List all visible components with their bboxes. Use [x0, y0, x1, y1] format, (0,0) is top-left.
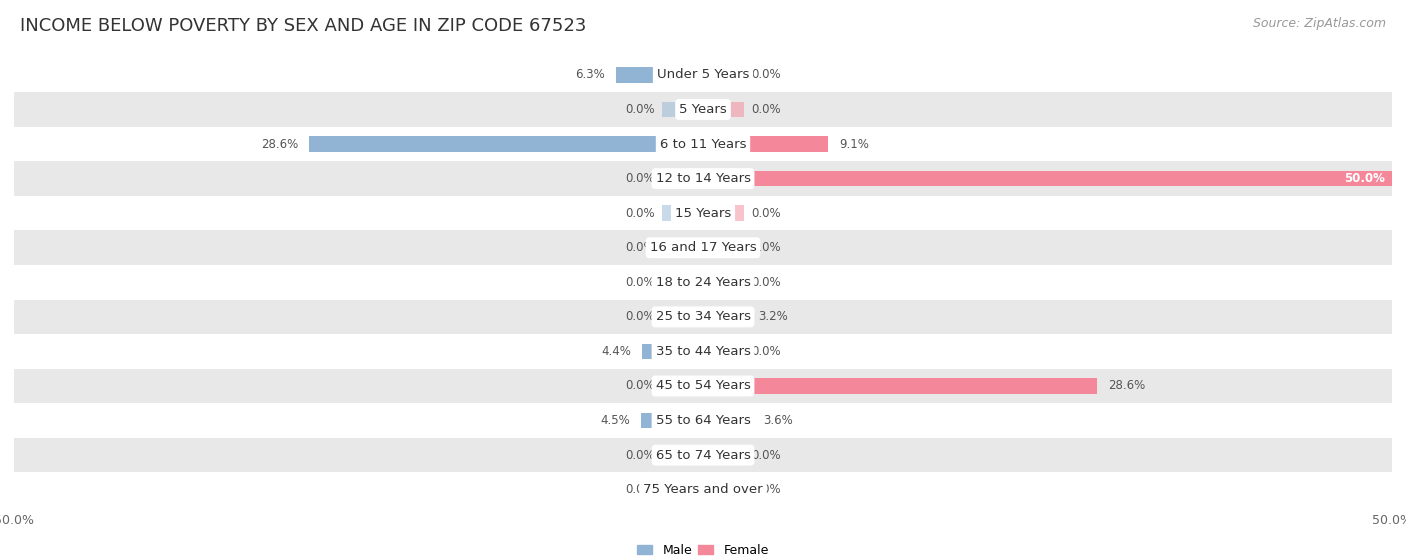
Text: 0.0%: 0.0%: [751, 276, 780, 289]
Bar: [703, 67, 744, 83]
Bar: [14, 369, 1392, 403]
Text: 0.0%: 0.0%: [751, 103, 780, 116]
Bar: [703, 413, 744, 428]
Text: 0.0%: 0.0%: [626, 103, 655, 116]
Bar: [703, 344, 744, 359]
Bar: [14, 196, 1392, 230]
Bar: [703, 482, 744, 498]
Text: 0.0%: 0.0%: [626, 483, 655, 496]
Text: 0.0%: 0.0%: [626, 449, 655, 462]
Bar: [703, 378, 1097, 394]
Text: 0.0%: 0.0%: [626, 241, 655, 254]
Text: INCOME BELOW POVERTY BY SEX AND AGE IN ZIP CODE 67523: INCOME BELOW POVERTY BY SEX AND AGE IN Z…: [20, 17, 586, 35]
Bar: [14, 472, 1392, 507]
Text: 15 Years: 15 Years: [675, 207, 731, 220]
Bar: [703, 274, 744, 290]
Text: 0.0%: 0.0%: [751, 68, 780, 82]
Bar: [703, 447, 744, 463]
Bar: [14, 92, 1392, 127]
Bar: [14, 127, 1392, 162]
Bar: [14, 162, 1392, 196]
Bar: [662, 274, 703, 290]
Text: 0.0%: 0.0%: [626, 380, 655, 392]
Text: 12 to 14 Years: 12 to 14 Years: [655, 172, 751, 185]
Text: 5 Years: 5 Years: [679, 103, 727, 116]
Bar: [703, 136, 744, 152]
Bar: [662, 378, 703, 394]
Bar: [641, 413, 703, 428]
Bar: [703, 102, 744, 117]
Text: 0.0%: 0.0%: [751, 207, 780, 220]
Text: 4.5%: 4.5%: [600, 414, 630, 427]
Text: 0.0%: 0.0%: [626, 172, 655, 185]
Text: 0.0%: 0.0%: [751, 449, 780, 462]
Text: 50.0%: 50.0%: [1344, 172, 1385, 185]
Bar: [643, 344, 703, 359]
Text: 3.2%: 3.2%: [758, 310, 787, 323]
Bar: [662, 102, 703, 117]
Bar: [14, 265, 1392, 300]
Bar: [703, 171, 744, 186]
Bar: [662, 136, 703, 152]
Bar: [662, 205, 703, 221]
Bar: [309, 136, 703, 152]
Text: 6.3%: 6.3%: [575, 68, 605, 82]
Bar: [703, 205, 744, 221]
Text: Source: ZipAtlas.com: Source: ZipAtlas.com: [1253, 17, 1386, 30]
Text: 35 to 44 Years: 35 to 44 Years: [655, 345, 751, 358]
Text: 0.0%: 0.0%: [626, 276, 655, 289]
Bar: [14, 403, 1392, 438]
Text: 0.0%: 0.0%: [751, 241, 780, 254]
Text: 18 to 24 Years: 18 to 24 Years: [655, 276, 751, 289]
Bar: [662, 482, 703, 498]
Bar: [703, 309, 747, 325]
Text: Under 5 Years: Under 5 Years: [657, 68, 749, 82]
Text: 0.0%: 0.0%: [751, 345, 780, 358]
Bar: [14, 438, 1392, 472]
Text: 6 to 11 Years: 6 to 11 Years: [659, 138, 747, 150]
Text: 16 and 17 Years: 16 and 17 Years: [650, 241, 756, 254]
Bar: [14, 58, 1392, 92]
Bar: [14, 300, 1392, 334]
Legend: Male, Female: Male, Female: [637, 544, 769, 557]
Text: 0.0%: 0.0%: [626, 207, 655, 220]
Bar: [703, 309, 744, 325]
Bar: [662, 447, 703, 463]
Bar: [662, 309, 703, 325]
Text: 28.6%: 28.6%: [1108, 380, 1146, 392]
Bar: [703, 378, 744, 394]
Bar: [14, 230, 1392, 265]
Text: 55 to 64 Years: 55 to 64 Years: [655, 414, 751, 427]
Text: 4.4%: 4.4%: [602, 345, 631, 358]
Text: 75 Years and over: 75 Years and over: [643, 483, 763, 496]
Bar: [662, 67, 703, 83]
Bar: [703, 171, 1392, 186]
Text: 9.1%: 9.1%: [839, 138, 869, 150]
Bar: [662, 344, 703, 359]
Bar: [703, 413, 752, 428]
Bar: [703, 240, 744, 255]
Text: 3.6%: 3.6%: [763, 414, 793, 427]
Text: 0.0%: 0.0%: [751, 483, 780, 496]
Bar: [703, 136, 828, 152]
Bar: [662, 413, 703, 428]
Bar: [662, 240, 703, 255]
Text: 65 to 74 Years: 65 to 74 Years: [655, 449, 751, 462]
Text: 0.0%: 0.0%: [626, 310, 655, 323]
Bar: [662, 171, 703, 186]
Text: 45 to 54 Years: 45 to 54 Years: [655, 380, 751, 392]
Bar: [14, 334, 1392, 369]
Text: 28.6%: 28.6%: [260, 138, 298, 150]
Bar: [616, 67, 703, 83]
Text: 25 to 34 Years: 25 to 34 Years: [655, 310, 751, 323]
